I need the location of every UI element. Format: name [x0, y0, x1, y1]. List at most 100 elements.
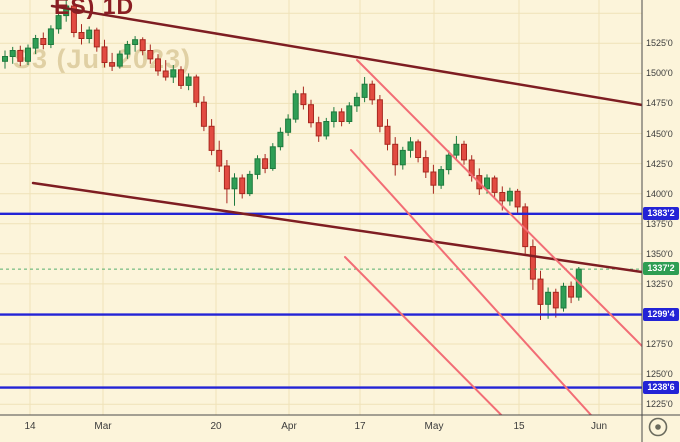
candle	[491, 175, 498, 199]
candle	[139, 37, 146, 56]
candle	[63, 0, 70, 22]
candle	[315, 116, 322, 142]
pink-trendline-upper[interactable]	[356, 59, 648, 352]
candle	[353, 92, 360, 112]
candle	[308, 99, 314, 128]
candle	[216, 140, 223, 172]
price-axis-label: 1425'0	[646, 159, 673, 169]
candle	[552, 288, 559, 318]
plot-area[interactable]	[0, 0, 648, 442]
time-axis-label: 17	[354, 421, 366, 432]
candle	[292, 90, 299, 123]
candle	[361, 77, 368, 103]
candle	[568, 281, 575, 304]
price-axis-label: 1475'0	[646, 98, 673, 108]
price-axis-label: 1250'0	[646, 369, 673, 379]
target-icon-outer-ring	[648, 417, 668, 437]
candle	[86, 26, 93, 44]
candle	[47, 25, 54, 49]
price-axis-label: 1275'0	[646, 339, 673, 349]
candle	[438, 166, 445, 189]
candle	[285, 114, 292, 136]
candle	[32, 34, 39, 55]
price-axis-label: 1225'0	[646, 399, 673, 409]
price-axis-label: 1525'0	[646, 38, 673, 48]
price-level-tag: 1238'6	[643, 381, 679, 394]
candle	[147, 44, 154, 64]
candle	[239, 174, 246, 199]
candle	[399, 146, 406, 170]
candle	[422, 150, 429, 178]
price-axis-label: 1450'0	[646, 129, 673, 139]
symbol-legend: ES) 1D	[54, 0, 135, 19]
candle	[430, 164, 437, 194]
price-axis[interactable]: 1525'0 1500'0 1475'0 1450'0 1425'0 1400'0 1375…	[642, 0, 680, 442]
lower-channel-line-maroon[interactable]	[31, 181, 642, 274]
candle	[185, 73, 192, 91]
time-axis-label: Mar	[94, 421, 112, 432]
time-axis-label: 20	[210, 421, 222, 432]
candle	[269, 143, 276, 171]
candle	[323, 117, 330, 140]
candle	[300, 86, 307, 110]
time-axis-label: Apr	[281, 421, 297, 432]
candle	[116, 50, 123, 69]
candle	[17, 45, 24, 67]
candle	[415, 139, 422, 163]
candle	[9, 46, 16, 64]
candle	[384, 119, 391, 151]
candle	[193, 74, 200, 108]
candle	[132, 36, 139, 52]
price-level-tag: 1299'4	[643, 308, 679, 321]
candle	[529, 239, 536, 290]
time-axis[interactable]: 14 Mar 20 Apr 17 May 15 Jun	[0, 415, 680, 442]
candle	[346, 102, 353, 124]
candle	[55, 12, 62, 34]
last-price-tag: 1337'2	[643, 262, 679, 275]
candle	[101, 39, 108, 68]
candle	[453, 135, 460, 160]
candle	[445, 150, 452, 175]
candle	[506, 187, 513, 206]
candle	[277, 127, 284, 151]
pink-trendline-middle[interactable]	[350, 149, 592, 415]
candle	[392, 137, 399, 176]
pink-trendline-lower[interactable]	[344, 256, 528, 442]
candle	[338, 108, 345, 127]
target-icon[interactable]	[644, 413, 672, 441]
price-axis-label: 1325'0	[646, 279, 673, 289]
candle	[155, 54, 161, 76]
candle	[514, 188, 521, 213]
candle	[162, 60, 169, 81]
candle	[93, 27, 100, 52]
price-axis-label: 1350'0	[646, 249, 673, 259]
candle	[223, 160, 230, 204]
candle	[461, 140, 467, 165]
time-axis-label: 14	[24, 421, 36, 432]
candle	[40, 32, 47, 50]
candle	[70, 2, 77, 38]
candle	[178, 66, 184, 89]
candle	[330, 107, 337, 128]
candle	[2, 50, 8, 69]
candle	[560, 282, 567, 312]
upper-channel-line-maroon[interactable]	[50, 4, 642, 107]
candle	[109, 52, 116, 71]
target-icon-dot	[655, 424, 661, 430]
candle	[170, 65, 177, 83]
candle	[254, 155, 261, 180]
candle	[407, 137, 414, 158]
candle	[124, 40, 131, 59]
time-axis-label: 15	[513, 421, 525, 432]
candle	[376, 95, 383, 133]
candle	[231, 173, 238, 206]
price-axis-label: 1375'0	[646, 219, 673, 229]
time-axis-label: Jun	[590, 421, 608, 432]
candle	[369, 80, 376, 105]
candle	[208, 119, 215, 156]
price-axis-label: 1500'0	[646, 68, 673, 78]
candle	[262, 154, 269, 174]
candle	[537, 270, 544, 320]
